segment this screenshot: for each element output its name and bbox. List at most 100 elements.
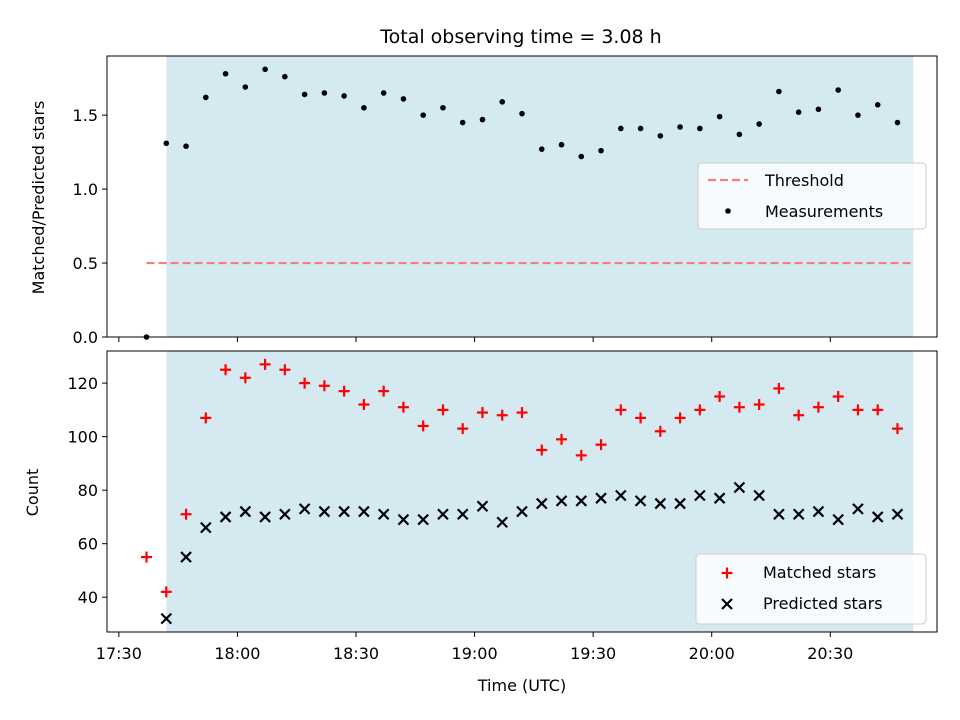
x-axis-label: Time (UTC) bbox=[477, 676, 566, 695]
y-tick-label: 1.0 bbox=[73, 180, 98, 199]
matched-star-point bbox=[239, 372, 251, 384]
legend-predicted-label: Predicted stars bbox=[763, 594, 883, 613]
matched-star-point bbox=[220, 364, 232, 376]
x-tick-label: 18:30 bbox=[333, 644, 379, 663]
legend-threshold-label: Threshold bbox=[764, 171, 844, 190]
ratio-y-axis-label: Matched/Predicted stars bbox=[29, 101, 48, 295]
measurement-point bbox=[697, 125, 703, 132]
legend-frame bbox=[697, 162, 927, 230]
legend-frame bbox=[695, 553, 927, 625]
x-tick-label: 20:30 bbox=[807, 644, 853, 663]
measurement-points bbox=[143, 66, 901, 340]
matched-star-point bbox=[753, 399, 765, 411]
count-x-ticks: 17:30 18:00 18:30 19:00 19:30 20:00 20:30 bbox=[96, 632, 853, 663]
matched-star-point bbox=[180, 508, 192, 520]
measurement-point bbox=[578, 153, 585, 160]
legend-matched-swatch bbox=[721, 567, 733, 579]
legend-predicted-swatch bbox=[721, 598, 733, 610]
matched-star-point bbox=[891, 423, 903, 435]
count-y-ticks: 40 60 80 100 120 bbox=[67, 374, 107, 607]
predicted-star-point bbox=[575, 495, 588, 507]
measurement-point bbox=[815, 106, 822, 113]
ratio-y-ticks: 0.0 0.5 1.0 1.5 bbox=[73, 106, 107, 347]
measurement-point bbox=[716, 113, 723, 120]
x-tick-label: 19:00 bbox=[452, 644, 498, 663]
matched-star-point bbox=[318, 380, 330, 392]
predicted-star-point bbox=[753, 489, 765, 502]
matched-star-point bbox=[457, 423, 469, 435]
predicted-star-point bbox=[773, 508, 785, 521]
count-panel: 40 60 80 100 120 17:30 18:00 18:30 19:00 19:30 20… bbox=[23, 350, 938, 695]
predicted-star-point bbox=[377, 508, 390, 521]
predicted-star-point bbox=[456, 508, 469, 521]
y-tick-label: 40 bbox=[78, 588, 98, 607]
measurement-point bbox=[222, 70, 229, 77]
count-axes-frame bbox=[106, 350, 938, 633]
matched-star-point bbox=[141, 551, 153, 563]
predicted-star-point bbox=[694, 489, 706, 502]
measurement-point bbox=[756, 121, 762, 127]
matched-star-point bbox=[556, 433, 568, 445]
predicted-star-point bbox=[239, 505, 252, 518]
predicted-star-point bbox=[358, 505, 370, 518]
predicted-star-point bbox=[437, 508, 449, 521]
predicted-star-point bbox=[555, 495, 568, 507]
matched-star-point bbox=[417, 420, 429, 432]
matched-star-point bbox=[397, 401, 409, 413]
predicted-star-point bbox=[891, 508, 904, 521]
y-tick-label: 0.0 bbox=[73, 328, 98, 347]
matched-star-point bbox=[496, 409, 508, 421]
predicted-star-point bbox=[160, 612, 173, 625]
matched-star-point bbox=[338, 385, 350, 397]
matched-star-point bbox=[773, 382, 785, 394]
predicted-star-point bbox=[634, 495, 647, 507]
predicted-star-point bbox=[338, 505, 350, 518]
measurement-point bbox=[519, 110, 525, 117]
x-tick-label: 20:00 bbox=[689, 644, 735, 663]
measurement-point bbox=[163, 140, 170, 147]
matched-star-point bbox=[714, 390, 726, 402]
y-tick-label: 0.5 bbox=[73, 254, 98, 273]
predicted-star-point bbox=[417, 513, 429, 526]
predicted-star-point bbox=[852, 503, 864, 515]
count-y-axis-label: Count bbox=[23, 469, 42, 517]
matched-star-point bbox=[595, 439, 607, 451]
predicted-star-point bbox=[832, 513, 844, 526]
matched-star-point bbox=[299, 377, 311, 389]
predicted-star-point bbox=[792, 508, 805, 521]
x-tick-label: 18:00 bbox=[214, 644, 260, 663]
y-tick-label: 60 bbox=[78, 535, 98, 554]
predicted-star-point bbox=[279, 508, 291, 521]
measurement-point bbox=[440, 104, 446, 111]
predicted-star-point bbox=[615, 489, 627, 502]
measurement-point bbox=[776, 88, 782, 95]
measurement-point bbox=[558, 141, 565, 148]
predicted-star-point bbox=[733, 481, 746, 494]
ratio-legend: Threshold Measurements bbox=[697, 162, 927, 230]
predicted-star-point bbox=[298, 503, 311, 515]
chart-title: Total observing time = 3.08 h bbox=[379, 26, 661, 48]
predicted-star-point bbox=[674, 497, 686, 510]
matched-star-point bbox=[832, 390, 844, 402]
measurement-point bbox=[637, 125, 644, 132]
predicted-star-point bbox=[496, 516, 509, 529]
measurement-point bbox=[420, 112, 426, 118]
y-tick-label: 80 bbox=[78, 481, 98, 500]
measurement-point bbox=[183, 143, 189, 150]
predicted-star-point bbox=[654, 497, 667, 510]
predicted-star-point bbox=[812, 505, 825, 518]
matched-star-point bbox=[437, 404, 449, 416]
matched-star-point bbox=[852, 404, 864, 416]
predicted-star-point bbox=[595, 492, 607, 504]
matched-star-point bbox=[674, 412, 686, 424]
predicted-star-point bbox=[871, 511, 884, 523]
measurement-point bbox=[282, 73, 288, 80]
y-tick-label: 100 bbox=[67, 428, 98, 447]
matched-star-point bbox=[635, 412, 647, 424]
matched-star-point bbox=[160, 586, 172, 598]
measurement-point bbox=[795, 109, 802, 115]
predicted-star-point bbox=[535, 497, 548, 510]
measurement-point bbox=[855, 112, 861, 118]
measurement-point bbox=[677, 124, 683, 130]
matched-star-point bbox=[476, 407, 488, 419]
